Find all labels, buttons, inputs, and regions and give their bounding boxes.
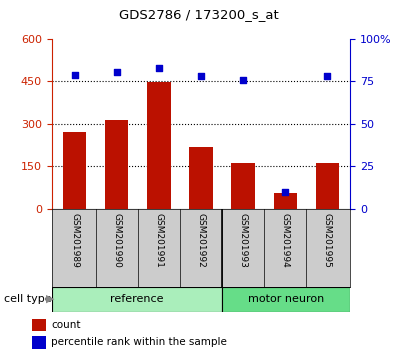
Text: GDS2786 / 173200_s_at: GDS2786 / 173200_s_at bbox=[119, 8, 279, 21]
Text: GSM201990: GSM201990 bbox=[112, 213, 121, 268]
Text: cell type: cell type bbox=[4, 294, 52, 304]
Bar bbox=[273, 193, 297, 209]
Text: GSM201995: GSM201995 bbox=[323, 213, 332, 268]
Point bbox=[240, 77, 246, 82]
Text: GSM201994: GSM201994 bbox=[281, 213, 290, 268]
Point bbox=[72, 72, 78, 78]
Point bbox=[324, 74, 330, 79]
Text: count: count bbox=[51, 320, 80, 330]
Point bbox=[156, 65, 162, 71]
Point bbox=[282, 189, 288, 195]
Bar bbox=[32, 319, 46, 331]
Text: reference: reference bbox=[110, 294, 164, 304]
Point bbox=[114, 69, 120, 75]
Bar bbox=[189, 147, 213, 209]
Text: ▶: ▶ bbox=[46, 294, 54, 304]
FancyBboxPatch shape bbox=[222, 287, 350, 312]
Bar bbox=[232, 163, 255, 209]
Text: motor neuron: motor neuron bbox=[248, 294, 324, 304]
Text: percentile rank within the sample: percentile rank within the sample bbox=[51, 337, 227, 347]
Text: GSM201992: GSM201992 bbox=[197, 213, 205, 268]
Bar bbox=[316, 163, 339, 209]
Point bbox=[198, 74, 204, 79]
Bar bbox=[63, 132, 86, 209]
Text: GSM201989: GSM201989 bbox=[70, 213, 79, 268]
Bar bbox=[105, 120, 129, 209]
Text: GSM201993: GSM201993 bbox=[238, 213, 248, 268]
Bar bbox=[32, 336, 46, 349]
Text: GSM201991: GSM201991 bbox=[154, 213, 164, 268]
FancyBboxPatch shape bbox=[52, 287, 222, 312]
Bar bbox=[147, 82, 170, 209]
